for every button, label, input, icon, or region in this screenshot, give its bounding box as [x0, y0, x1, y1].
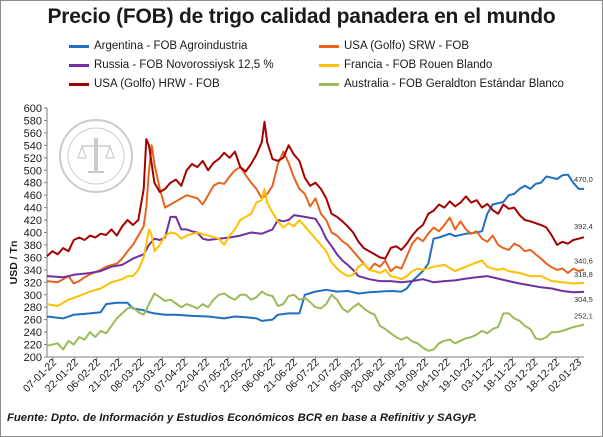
legend-item-usa-srw: USA (Golfo) SRW - FOB: [319, 37, 469, 55]
y-tick-label: 220: [24, 340, 42, 352]
legend-swatch-usa-srw: [319, 44, 339, 48]
legend-label-argentina: Argentina - FOB Agroindustria: [94, 40, 248, 52]
legend-swatch-argentina: [69, 44, 89, 48]
legend-swatch-francia: [319, 63, 339, 67]
y-tick-label: 520: [24, 153, 42, 165]
y-axis-label: USD / Tn: [8, 241, 20, 285]
y-tick-label: 360: [24, 252, 42, 264]
legend-label-russia: Russia - FOB Novorossiysk 12,5 %: [94, 59, 274, 71]
end-value-label: 318,8: [574, 270, 593, 279]
source-note: Fuente: Dpto. de Información y Estudios …: [7, 412, 477, 424]
legend-label-usa-srw: USA (Golfo) SRW - FOB: [344, 40, 470, 52]
end-value-label: 392,4: [574, 222, 593, 231]
end-value-label: 470,0: [574, 175, 593, 184]
y-tick-label: 540: [24, 140, 42, 152]
y-tick-label: 500: [24, 165, 42, 177]
legend-swatch-usa-hrw: [69, 82, 89, 86]
legend-label-francia: Francia - FOB Rouen Blando: [344, 59, 493, 71]
chart-title: Precio (FOB) de trigo calidad panadera e…: [47, 5, 556, 28]
legend-item-usa-hrw: USA (Golfo) HRW - FOB: [69, 75, 220, 93]
y-tick-label: 300: [24, 290, 42, 302]
series-lines: [46, 120, 585, 352]
legend-item-argentina: Argentina - FOB Agroindustria: [69, 37, 247, 55]
y-tick-label: 320: [24, 277, 42, 289]
legend-label-australia: Australia - FOB Geraldton Estándar Blanc…: [344, 78, 564, 90]
legend-swatch-russia: [69, 63, 89, 67]
series-line-0: [46, 173, 584, 322]
series-line-3: [46, 187, 585, 307]
y-tick-label: 200: [24, 352, 42, 364]
y-tick-label: 260: [24, 315, 42, 327]
series-line-4: [46, 120, 585, 260]
series-line-1: [46, 144, 585, 285]
y-tick-label: 240: [24, 327, 42, 339]
y-tick-label: 580: [24, 115, 42, 127]
series-line-5: [46, 290, 585, 352]
chart-legend: Argentina - FOB Agroindustria USA (Golfo…: [69, 37, 599, 97]
legend-item-australia: Australia - FOB Geraldton Estándar Blanc…: [319, 75, 564, 93]
legend-label-usa-hrw: USA (Golfo) HRW - FOB: [94, 78, 220, 90]
y-tick-label: 460: [24, 190, 42, 202]
y-tick-label: 380: [24, 240, 42, 252]
end-value-label: 340,6: [574, 256, 593, 265]
y-tick-label: 340: [24, 265, 42, 277]
y-tick-label: 600: [24, 103, 42, 115]
y-tick-label: 280: [24, 302, 42, 314]
seal-logo: [59, 119, 133, 193]
y-tick-label: 440: [24, 203, 42, 215]
series-line-2: [46, 214, 585, 294]
legend-item-francia: Francia - FOB Rouen Blando: [319, 56, 492, 74]
y-tick-label: 480: [24, 178, 42, 190]
end-value-label: 252,1: [574, 312, 593, 321]
legend-item-russia: Russia - FOB Novorossiysk 12,5 %: [69, 56, 274, 74]
end-labels: 470,0 340,6 304,5 318,8 392,4 252,1: [574, 175, 593, 321]
y-tick-label: 400: [24, 228, 42, 240]
end-value-label: 304,5: [574, 295, 593, 304]
legend-swatch-australia: [319, 82, 339, 86]
y-tick-label: 560: [24, 128, 42, 140]
y-tick-label: 420: [24, 215, 42, 227]
